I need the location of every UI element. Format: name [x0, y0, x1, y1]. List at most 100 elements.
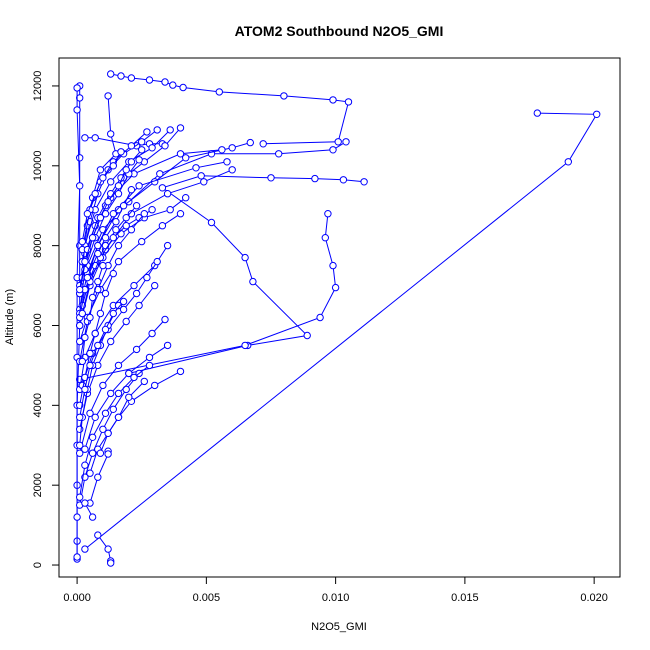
data-point — [91, 413, 99, 421]
x-tick-label: 0.005 — [193, 592, 221, 604]
y-tick-label: 10000 — [32, 151, 44, 182]
series-22 — [76, 146, 146, 298]
data-point — [163, 341, 172, 350]
series-38 — [94, 531, 115, 567]
data-point — [109, 309, 118, 318]
x-tick-label: 0.000 — [63, 592, 91, 604]
data-point — [215, 88, 224, 96]
data-point — [107, 70, 115, 78]
data-point — [143, 128, 151, 136]
data-point — [76, 321, 84, 330]
data-point — [246, 138, 255, 147]
x-tick-label: 0.015 — [451, 592, 479, 604]
data-point — [122, 317, 130, 326]
y-tick-label: 4000 — [32, 393, 44, 417]
data-point — [88, 293, 97, 302]
data-point — [127, 210, 136, 218]
data-point — [119, 202, 128, 210]
data-point — [86, 349, 94, 358]
data-point — [339, 176, 348, 184]
data-point — [78, 237, 87, 246]
data-point — [96, 309, 105, 318]
series-42 — [76, 297, 128, 421]
data-point — [117, 148, 125, 156]
data-point — [197, 172, 205, 180]
data-point — [73, 84, 81, 92]
data-point — [166, 206, 174, 214]
data-point — [78, 309, 87, 318]
data-point — [104, 429, 112, 437]
series-37 — [81, 447, 112, 521]
data-point — [101, 409, 110, 417]
data-point — [200, 178, 208, 186]
data-point — [94, 249, 102, 258]
data-point — [104, 92, 112, 100]
y-tick-label: 8000 — [32, 233, 44, 257]
data-point — [148, 206, 156, 214]
x-tick-label: 0.020 — [580, 592, 608, 604]
data-point — [169, 81, 177, 89]
y-tick-label: 2000 — [32, 473, 44, 497]
data-point — [81, 373, 89, 382]
data-point — [86, 361, 94, 370]
data-point — [114, 182, 123, 190]
data-point — [76, 94, 84, 102]
data-point — [88, 433, 97, 441]
x-axis-label: N2O5_GMI — [311, 621, 367, 633]
data-point — [114, 389, 123, 398]
data-point — [593, 110, 601, 119]
data-point — [76, 182, 84, 190]
data-point — [151, 281, 159, 290]
data-point — [143, 273, 151, 282]
data-point — [101, 325, 110, 334]
data-point — [81, 545, 89, 553]
data-point — [130, 373, 138, 382]
data-point — [145, 361, 154, 370]
data-point — [76, 413, 84, 421]
data-point — [533, 109, 541, 117]
data-point — [127, 158, 136, 166]
data-point — [114, 190, 123, 198]
data-point — [132, 202, 141, 210]
data-point — [228, 144, 236, 152]
data-point — [161, 142, 169, 150]
data-point — [158, 222, 167, 230]
data-point — [135, 182, 143, 190]
series-40 — [76, 269, 118, 409]
series-2 — [81, 109, 601, 553]
data-point — [321, 234, 329, 242]
data-point — [127, 226, 136, 234]
data-point — [158, 184, 167, 192]
series-26 — [76, 166, 130, 294]
series-31 — [76, 315, 169, 457]
data-point — [122, 166, 130, 174]
series-line — [84, 112, 598, 550]
data-point — [334, 138, 342, 146]
data-point — [176, 367, 185, 376]
data-point — [360, 178, 368, 186]
data-point — [316, 313, 324, 322]
series-line — [128, 175, 365, 374]
data-point — [218, 146, 226, 154]
data-point — [275, 150, 283, 158]
data-point — [324, 210, 332, 218]
data-point — [176, 124, 185, 132]
data-point — [148, 144, 156, 152]
data-point — [127, 142, 136, 150]
data-point — [140, 377, 149, 386]
data-point — [73, 553, 81, 561]
series-41 — [78, 261, 107, 366]
data-point — [280, 92, 288, 100]
data-point — [94, 531, 102, 539]
data-point — [161, 315, 169, 324]
data-point — [140, 210, 149, 218]
x-tick-label: 0.010 — [322, 592, 350, 604]
data-point — [138, 237, 146, 246]
x-axis: 0.000 0.005 0.010 0.015 0.020 — [63, 576, 608, 604]
data-point — [163, 190, 172, 198]
series-25 — [78, 148, 125, 246]
data-point — [132, 289, 141, 298]
data-point — [81, 499, 89, 507]
data-point — [81, 445, 89, 453]
series-layer — [73, 70, 601, 567]
